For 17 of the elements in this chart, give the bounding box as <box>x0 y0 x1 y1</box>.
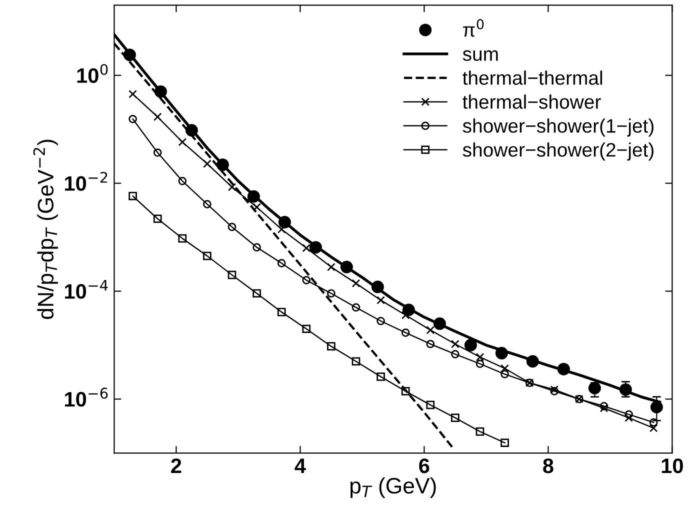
x-tick-label: 6 <box>419 458 430 474</box>
y-axis-title: dN/p$_{T}$dp$_{T}$ (GeV$^{−2}$) <box>33 140 58 319</box>
x-tick-label: 8 <box>543 458 554 474</box>
x-tick-label: 2 <box>171 458 182 474</box>
legend-label: thermal−thermal <box>462 70 602 85</box>
x-axis-title: p$_{T}$ (GeV) <box>350 477 436 498</box>
legend-label: shower−shower(1−jet) <box>462 118 654 137</box>
legend-label: shower−shower(2−jet) <box>462 142 654 161</box>
y-tick-label: 10$^{−4}$ <box>65 280 108 299</box>
y-tick-label: 10$^{−6}$ <box>65 388 108 407</box>
legend-label: π$^{0}$ <box>463 19 484 37</box>
x-tick-label: 4 <box>294 458 306 474</box>
y-tick-label: 10$^{0}$ <box>77 64 108 83</box>
y-tick-label: 10$^{−2}$ <box>65 172 108 191</box>
x-tick-label: 10 <box>662 458 683 474</box>
legend-label: thermal−shower <box>462 94 601 109</box>
legend-label: sum <box>462 50 498 61</box>
